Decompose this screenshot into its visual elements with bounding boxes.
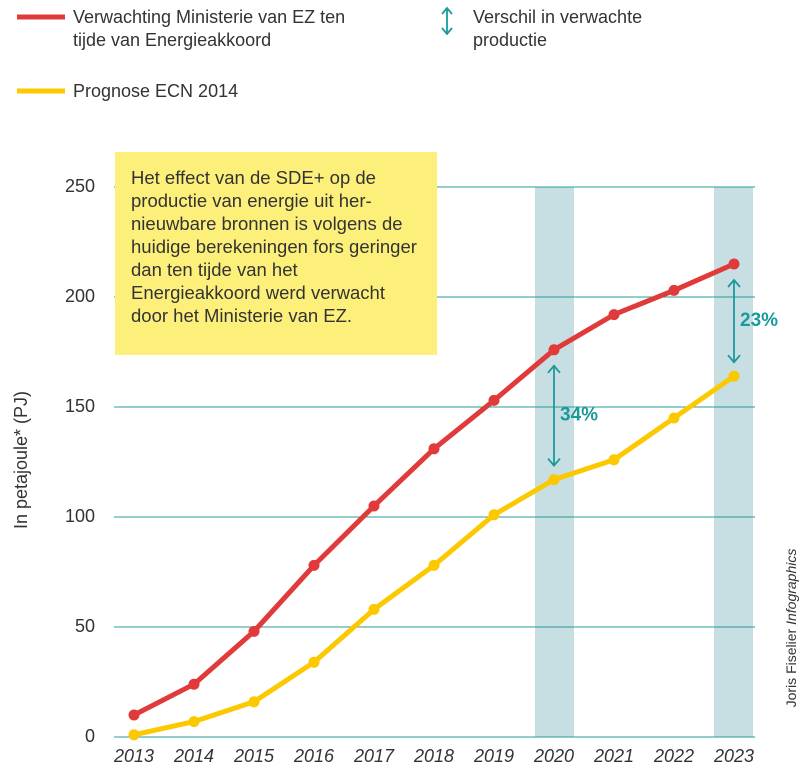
data-point [308,559,320,571]
data-point [248,696,260,708]
y-tick-label: 250 [65,176,95,196]
arrow-head [547,364,561,374]
series-line [133,374,736,738]
highlight-band [714,187,753,737]
x-tick-label: 2018 [413,746,454,766]
data-point [188,716,200,728]
data-point [728,258,740,270]
data-point [728,370,740,382]
x-tick-label: 2016 [293,746,335,766]
data-point [668,284,680,296]
data-point [428,443,440,455]
data-point [548,474,560,486]
x-tick-label: 2021 [593,746,634,766]
annotation-label: 23% [740,310,778,331]
data-point [488,509,500,521]
y-tick-label: 200 [65,286,95,306]
data-point [128,729,140,741]
y-tick-label: 50 [75,616,95,636]
credit-name: Joris Fiselier [783,628,799,707]
legend-arrow-icon [441,6,453,36]
arrow-head [727,354,741,364]
credit-agency: Infographics [783,549,799,625]
annotation-label: 34% [560,405,598,426]
data-point [368,603,380,615]
data-point [248,625,260,637]
data-point [608,454,620,466]
arrow-head [547,458,561,467]
data-point [668,412,680,424]
legend-label: Prognose ECN 2014 [73,81,239,101]
y-tick-label: 100 [65,506,95,526]
data-point [608,309,620,321]
x-tick-label: 2015 [233,746,275,766]
x-tick-label: 2019 [473,746,514,766]
x-tick-label: 2014 [173,746,214,766]
y-tick-label: 150 [65,396,95,416]
y-axis-label: In petajoule* (PJ) [11,391,31,529]
x-tick-label: 2020 [533,746,574,766]
data-point [548,344,560,356]
data-point [128,709,140,721]
credit: Joris Fiselier Infographics [783,549,799,708]
note-box: Het effect van de SDE+ op de productie v… [115,152,437,355]
data-point [488,394,500,406]
data-point [188,678,200,690]
legend-label: Verschil in verwachte productie [473,7,643,50]
x-tick-label: 2022 [653,746,694,766]
data-point [428,559,440,571]
x-tick-label: 2013 [113,746,154,766]
data-point [368,500,380,512]
legend-label: Verwachting Ministerie van EZ ten tijde … [73,7,346,50]
data-point [308,656,320,668]
y-tick-label: 0 [85,726,95,746]
x-tick-label: 2023 [713,746,754,766]
arrow-head [727,278,741,288]
x-tick-label: 2017 [353,746,395,766]
